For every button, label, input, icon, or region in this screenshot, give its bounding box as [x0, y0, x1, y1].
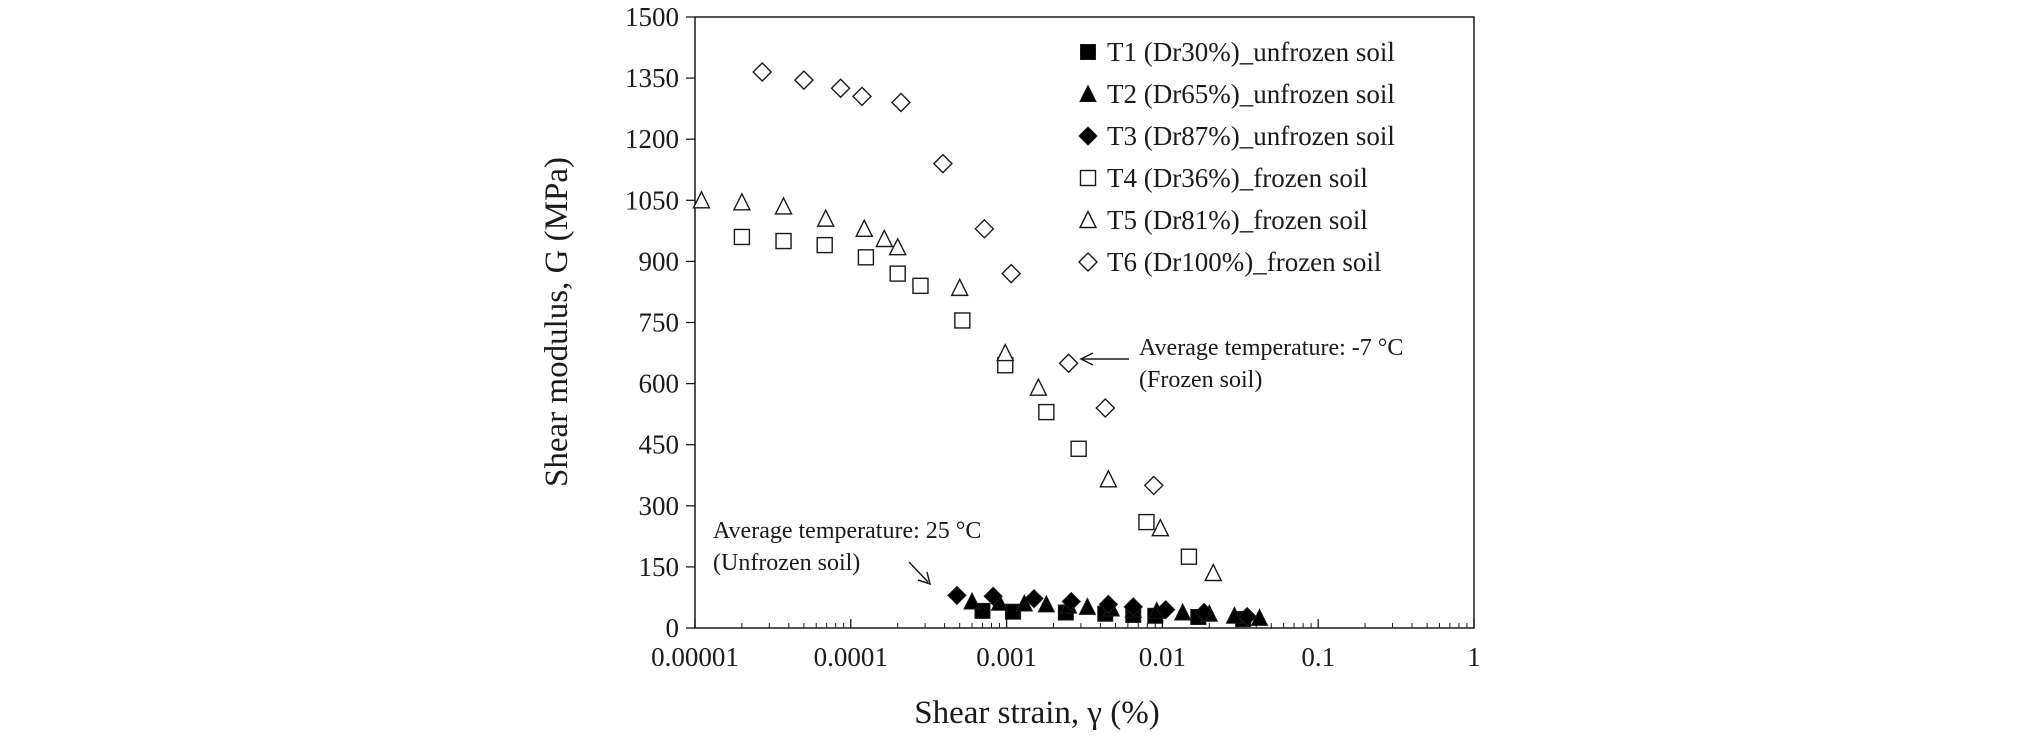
point-series-4: [954, 312, 971, 329]
point-series-2: [1015, 593, 1034, 612]
point-series-4: [1138, 513, 1155, 531]
legend-label-1: T1 (Dr30%)_unfrozen soil: [1107, 37, 1395, 67]
point-series-5: [774, 196, 793, 215]
y-tick-label: 1500: [625, 2, 679, 32]
series-6: [752, 62, 1164, 496]
x-tick-label: 0.00001: [651, 642, 739, 672]
point-series-3: [1237, 606, 1257, 627]
point-series-3: [1155, 599, 1176, 620]
point-series-5: [692, 190, 711, 209]
point-series-6: [974, 218, 995, 239]
point-series-3: [983, 586, 1003, 606]
legend-label-2: T2 (Dr65%)_unfrozen soil: [1107, 79, 1395, 109]
legend-label-4: T4 (Dr36%)_frozen soil: [1107, 163, 1368, 193]
annotation-unfrozen: Average temperature: 25 °C (Unfrozen soi…: [713, 518, 981, 586]
y-tick-label: 600: [639, 369, 680, 399]
point-series-4: [1180, 548, 1198, 565]
annotation-frozen-line2: (Frozen soil): [1139, 367, 1262, 393]
point-series-6: [1143, 475, 1164, 496]
legend-label-3: T3 (Dr87%)_unfrozen soil: [1107, 121, 1395, 151]
y-tick-label: 1050: [625, 185, 679, 215]
point-series-1: [1005, 603, 1022, 620]
point-series-4: [1070, 440, 1087, 457]
point-series-6: [830, 78, 851, 99]
series-5: [692, 190, 1223, 582]
y-tick-label: 750: [639, 308, 680, 338]
point-series-6: [852, 86, 872, 107]
point-series-2: [963, 591, 981, 610]
x-tick-label: 1: [1467, 642, 1481, 672]
x-tick-label: 0.001: [976, 642, 1037, 672]
point-series-4: [1038, 403, 1055, 421]
annotation-frozen-line1: Average temperature: -7 °C: [1139, 335, 1403, 361]
legend: T1 (Dr30%)_unfrozen soil T2 (Dr65%)_unfro…: [1078, 37, 1395, 277]
point-series-5: [732, 192, 752, 211]
point-series-5: [888, 237, 907, 256]
y-tick-label: 0: [666, 613, 680, 643]
point-series-3: [947, 585, 967, 606]
y-tick-label: 1200: [625, 124, 679, 154]
annotation-frozen-arrow: [1079, 352, 1129, 366]
data-points: [692, 62, 1269, 628]
y-axis: 0 150 300 450 600 750 900 1050 1200 1350 1500: [625, 2, 695, 643]
x-tick-label: 0.01: [1139, 642, 1186, 672]
legend-marker-1: [1080, 44, 1096, 60]
point-series-2: [1078, 597, 1097, 615]
y-tick-label: 900: [639, 246, 680, 276]
point-series-4: [733, 228, 751, 246]
point-series-5: [1099, 469, 1118, 488]
point-series-5: [1029, 377, 1048, 396]
legend-label-6: T6 (Dr100%)_frozen soil: [1107, 247, 1381, 277]
point-series-5: [950, 277, 969, 297]
point-series-2: [1037, 594, 1056, 613]
point-series-6: [1095, 398, 1116, 419]
point-series-6: [793, 70, 814, 91]
point-series-4: [857, 249, 875, 266]
series-3: [947, 585, 1257, 627]
point-series-5: [1204, 562, 1223, 582]
point-series-5: [996, 342, 1015, 362]
annotation-frozen: Average temperature: -7 °C (Frozen soil): [1079, 335, 1403, 393]
point-series-6: [1001, 263, 1022, 284]
y-axis-title: Shear modulus, G (MPa): [539, 157, 575, 487]
point-series-3: [1024, 588, 1044, 609]
point-series-4: [775, 232, 792, 250]
x-axis: 0.00001 0.0001 0.001 0.01 0.1 1: [651, 619, 1481, 672]
y-tick-label: 1350: [625, 63, 679, 93]
x-tick-label: 0.1: [1301, 642, 1335, 672]
point-series-4: [912, 277, 929, 295]
legend-marker-5: [1078, 209, 1098, 229]
legend-label-5: T5 (Dr81%)_frozen soil: [1107, 205, 1368, 235]
point-series-2: [1173, 602, 1192, 621]
point-series-3: [1123, 597, 1143, 617]
y-tick-label: 450: [639, 430, 680, 460]
y-tick-label: 300: [639, 491, 680, 521]
point-series-5: [816, 208, 835, 227]
legend-marker-6: [1078, 252, 1098, 272]
series-4: [733, 228, 1198, 565]
point-series-3: [1194, 602, 1214, 623]
point-series-4: [816, 236, 833, 254]
annotation-unfrozen-line1: Average temperature: 25 °C: [713, 518, 981, 544]
point-series-2: [1225, 606, 1244, 624]
point-series-5: [875, 228, 894, 248]
point-series-5: [855, 218, 874, 238]
legend-marker-3: [1078, 126, 1098, 146]
point-series-6: [932, 153, 953, 174]
annotation-unfrozen-line2: (Unfrozen soil): [713, 550, 860, 576]
point-series-5: [1151, 518, 1170, 537]
annotation-unfrozen-arrow: [908, 561, 932, 586]
point-series-6: [891, 92, 911, 113]
x-axis-title: Shear strain, γ (%): [914, 695, 1160, 731]
point-series-4: [889, 265, 906, 282]
x-tick-label: 0.0001: [814, 642, 888, 672]
legend-marker-4: [1079, 169, 1097, 187]
point-series-3: [1098, 594, 1119, 615]
point-series-6: [1058, 353, 1079, 374]
point-series-3: [1061, 591, 1081, 612]
y-tick-label: 150: [639, 552, 680, 582]
legend-marker-2: [1079, 84, 1097, 102]
point-series-6: [752, 62, 773, 82]
